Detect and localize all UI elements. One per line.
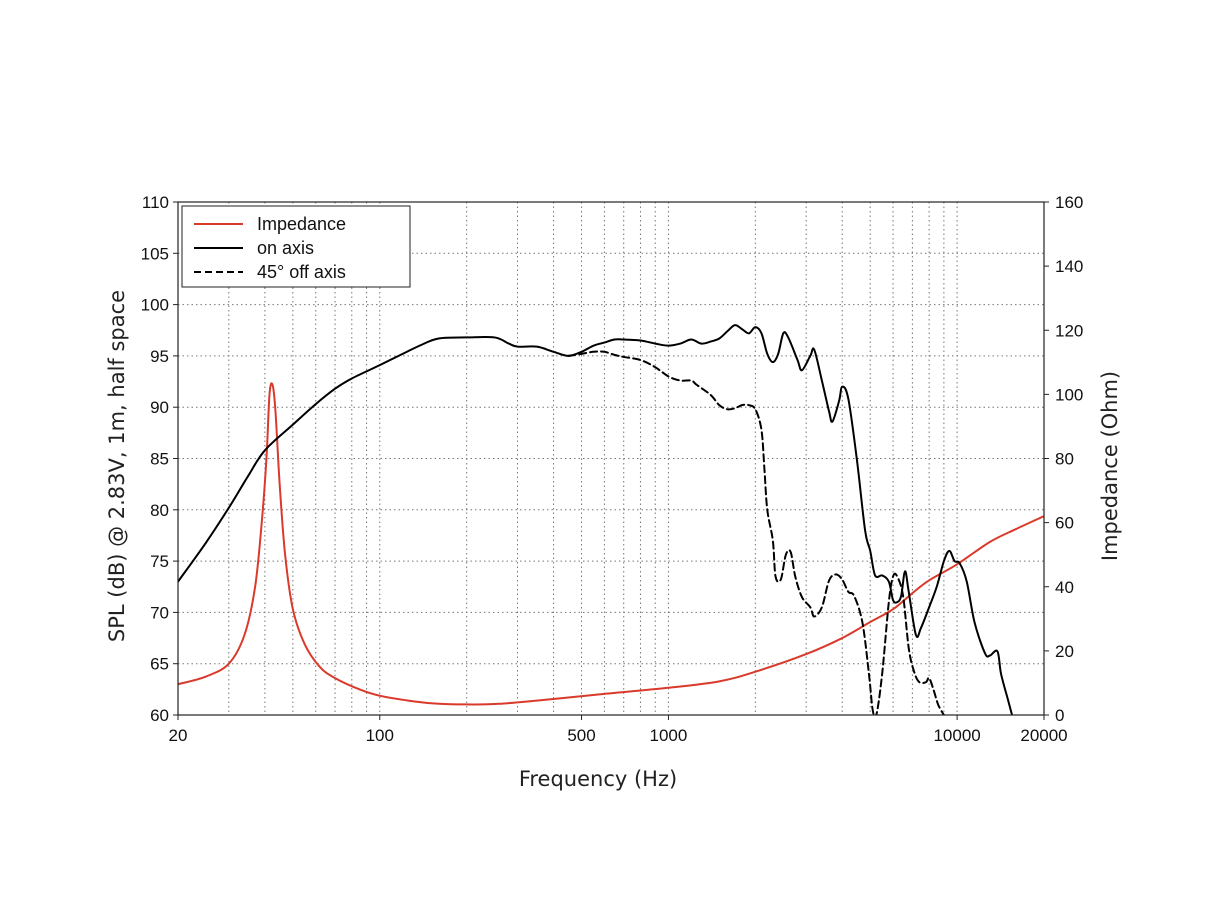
axis-ticks: 60 65 70 75 80 85 90 95 100 105 110 0 20 40 60 80 100 120… <box>141 193 1084 745</box>
y-tick-label: 60 <box>150 706 169 725</box>
y-tick-label: 95 <box>150 347 169 366</box>
legend-label-on-axis: on axis <box>257 238 314 258</box>
series-line-on-axis <box>178 324 1014 715</box>
y2-tick-label: 160 <box>1055 193 1083 212</box>
y-tick-label: 100 <box>141 296 169 315</box>
y2-axis-title: Impedance (Ohm) <box>1098 371 1122 561</box>
x-tick-label: 1000 <box>650 726 688 745</box>
legend-label-off-axis: 45° off axis <box>257 262 346 282</box>
y2-tick-label: 120 <box>1055 321 1083 340</box>
x-tick-label: 500 <box>567 726 595 745</box>
y2-tick-label: 0 <box>1055 706 1064 725</box>
y-tick-label: 85 <box>150 450 169 469</box>
x-tick-label: 20 <box>169 726 188 745</box>
x-axis-title: Frequency (Hz) <box>519 767 677 791</box>
y2-tick-label: 100 <box>1055 385 1083 404</box>
y-tick-label: 80 <box>150 501 169 520</box>
x-tick-label: 20000 <box>1020 726 1067 745</box>
y-axis-title: SPL (dB) @ 2.83V, 1m, half space <box>105 290 129 642</box>
y-tick-label: 70 <box>150 603 169 622</box>
x-tick-label: 100 <box>366 726 394 745</box>
series-line-impedance <box>178 382 1044 706</box>
y2-tick-label: 40 <box>1055 578 1074 597</box>
y2-tick-label: 80 <box>1055 450 1074 469</box>
x-tick-label: 10000 <box>933 726 980 745</box>
series-line-45-off-axis <box>567 350 945 715</box>
y2-tick-label: 140 <box>1055 257 1083 276</box>
legend: Impedance on axis 45° off axis <box>181 205 411 288</box>
y-tick-label: 105 <box>141 244 169 263</box>
y-tick-label: 90 <box>150 398 169 417</box>
y-tick-label: 65 <box>150 655 169 674</box>
y-tick-label: 75 <box>150 552 169 571</box>
y2-tick-label: 60 <box>1055 514 1074 533</box>
y2-tick-label: 20 <box>1055 642 1074 661</box>
data-series <box>178 324 1044 715</box>
legend-box <box>181 205 411 288</box>
y-tick-label: 110 <box>142 193 169 212</box>
legend-label-impedance: Impedance <box>257 214 346 234</box>
